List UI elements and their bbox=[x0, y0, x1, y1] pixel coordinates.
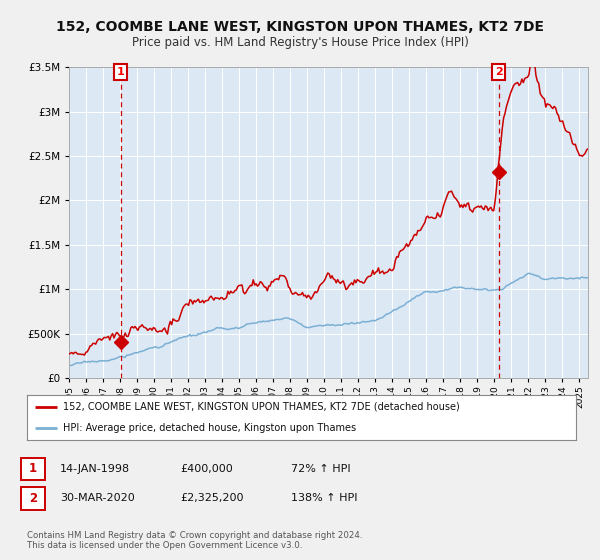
Text: 1: 1 bbox=[117, 67, 125, 77]
Text: 152, COOMBE LANE WEST, KINGSTON UPON THAMES, KT2 7DE: 152, COOMBE LANE WEST, KINGSTON UPON THA… bbox=[56, 20, 544, 34]
Text: Contains HM Land Registry data © Crown copyright and database right 2024.
This d: Contains HM Land Registry data © Crown c… bbox=[27, 531, 362, 550]
Text: £400,000: £400,000 bbox=[180, 464, 233, 474]
Text: £2,325,200: £2,325,200 bbox=[180, 493, 244, 503]
Text: 138% ↑ HPI: 138% ↑ HPI bbox=[291, 493, 358, 503]
Text: 152, COOMBE LANE WEST, KINGSTON UPON THAMES, KT2 7DE (detached house): 152, COOMBE LANE WEST, KINGSTON UPON THA… bbox=[62, 402, 460, 412]
Text: 2: 2 bbox=[29, 492, 37, 505]
Text: HPI: Average price, detached house, Kingston upon Thames: HPI: Average price, detached house, King… bbox=[62, 422, 356, 432]
Text: 1: 1 bbox=[29, 462, 37, 475]
Text: 30-MAR-2020: 30-MAR-2020 bbox=[60, 493, 135, 503]
Text: 72% ↑ HPI: 72% ↑ HPI bbox=[291, 464, 350, 474]
Text: 14-JAN-1998: 14-JAN-1998 bbox=[60, 464, 130, 474]
Text: Price paid vs. HM Land Registry's House Price Index (HPI): Price paid vs. HM Land Registry's House … bbox=[131, 36, 469, 49]
Text: 2: 2 bbox=[495, 67, 503, 77]
